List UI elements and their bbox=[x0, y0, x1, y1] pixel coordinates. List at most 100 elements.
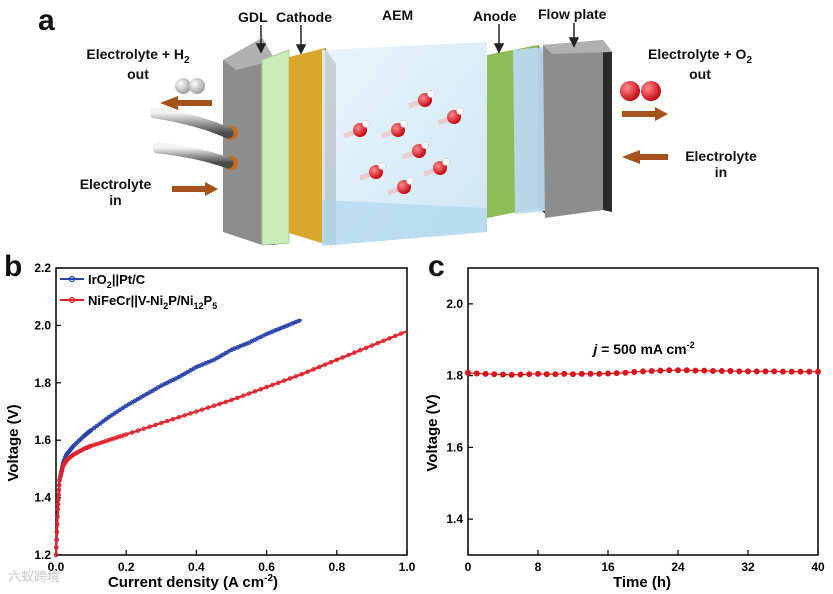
chart-b-point bbox=[94, 423, 100, 429]
chart-b-point bbox=[387, 336, 392, 341]
chart-c-point bbox=[666, 367, 673, 374]
aem-membrane bbox=[322, 42, 487, 246]
chart-c-point bbox=[648, 367, 655, 374]
chart-c-annotation: j = 500 mA cm-2 bbox=[591, 340, 694, 357]
left-in-label: Electrolyte in bbox=[79, 176, 152, 208]
chart-b-point bbox=[311, 367, 316, 372]
chart-c-point bbox=[622, 369, 629, 376]
chart-b-point bbox=[55, 506, 61, 512]
chart-b-point bbox=[270, 382, 275, 388]
chart-b-point bbox=[235, 395, 240, 401]
chart-b-point bbox=[317, 364, 322, 370]
chart-b-point bbox=[54, 537, 59, 542]
chart-b-point bbox=[393, 333, 398, 339]
chart-b-point bbox=[164, 418, 170, 424]
chart-b-ylabel: Voltage (V) bbox=[5, 404, 22, 481]
chart-b-point bbox=[57, 475, 63, 481]
chart-c-ytick-label: 1.6 bbox=[446, 440, 463, 454]
chart-b-xtick-label: 0.2 bbox=[118, 560, 135, 574]
chart-c-point bbox=[535, 370, 541, 377]
panel-c-letter: c bbox=[428, 250, 445, 283]
chart-b-point bbox=[56, 487, 62, 493]
chart-c-point bbox=[675, 367, 681, 374]
chart-c-series bbox=[465, 367, 821, 378]
chart-b-point bbox=[176, 414, 182, 420]
right-out-arrow bbox=[622, 107, 668, 121]
watermark: 六蚁跨境 bbox=[8, 569, 61, 584]
chart-c-point bbox=[561, 370, 568, 377]
chart-b-point bbox=[153, 422, 158, 428]
chart-b-xlabel: Current density (A cm-2) bbox=[108, 573, 278, 591]
chart-b-point bbox=[246, 391, 252, 396]
chart-b-point bbox=[229, 397, 234, 403]
chart-c-point bbox=[797, 368, 804, 375]
aem-label: AEM bbox=[382, 7, 414, 23]
polarization-chart: 0.0 0.2 0.4 0.6 0.8 1.0 1.2 1.4 1.6 1.8 2.0 2.2 IrO… bbox=[5, 261, 416, 591]
chart-b-point bbox=[276, 380, 281, 386]
chart-c-point bbox=[517, 371, 524, 378]
chart-c-xtick-label: 32 bbox=[741, 560, 755, 574]
chart-b-point bbox=[223, 399, 228, 405]
chart-b-point bbox=[369, 343, 375, 348]
right-in-arrow bbox=[622, 150, 668, 164]
chart-b-point bbox=[129, 430, 135, 435]
right-end-plate-top bbox=[543, 40, 612, 54]
chart-b-point bbox=[352, 350, 357, 355]
chart-b-point bbox=[293, 374, 299, 379]
chart-c-point bbox=[640, 368, 646, 375]
chart-b-point bbox=[217, 401, 223, 407]
chart-b-point bbox=[100, 419, 106, 424]
hydroxide-ions bbox=[343, 90, 464, 196]
chart-c-point bbox=[613, 370, 620, 377]
right-end-plate-face bbox=[543, 40, 603, 218]
chart-c-ytick-label: 1.4 bbox=[446, 512, 463, 526]
chart-c-axes: 0 8 16 24 32 40 1.4 1.6 1.8 2.0 bbox=[446, 267, 825, 574]
chart-b-point bbox=[135, 428, 141, 433]
stability-chart: 0 8 16 24 32 40 1.4 1.6 1.8 2.0 j = 500 mA cm-2 T… bbox=[424, 267, 825, 591]
chart-c-point bbox=[552, 371, 559, 378]
chart-c-point bbox=[491, 371, 498, 378]
chart-c-point bbox=[631, 369, 638, 376]
chart-c-point bbox=[500, 371, 506, 378]
chart-b-point bbox=[346, 352, 351, 358]
chart-b-ytick-label: 1.6 bbox=[34, 433, 51, 447]
chart-b-point bbox=[54, 522, 60, 527]
chart-b-legend-label: IrO2||Pt/C bbox=[88, 272, 146, 290]
chart-b-point bbox=[240, 393, 246, 398]
chart-c-point bbox=[806, 368, 813, 375]
chart-b-point bbox=[258, 387, 264, 392]
chart-b-point bbox=[141, 426, 146, 431]
chart-c-point bbox=[473, 370, 480, 377]
cathode-label: Cathode bbox=[276, 9, 332, 25]
flow-plate-label: Flow plate bbox=[538, 6, 607, 22]
chart-c-xtick-label: 24 bbox=[671, 560, 685, 574]
chart-b-frame bbox=[55, 267, 408, 556]
chart-b-point bbox=[287, 376, 293, 381]
chart-b-point bbox=[170, 416, 176, 422]
chart-c-point bbox=[596, 370, 603, 377]
chart-c-point bbox=[701, 367, 708, 374]
chart-b-point bbox=[56, 497, 61, 502]
chart-c-ytick-label: 1.8 bbox=[446, 369, 463, 383]
chart-b-point bbox=[159, 420, 164, 426]
chart-b-point bbox=[211, 403, 217, 409]
chart-c-point bbox=[578, 370, 585, 377]
chart-b-point bbox=[381, 338, 386, 343]
chart-b-axes: 0.0 0.2 0.4 0.6 0.8 1.0 1.2 1.4 1.6 1.8 2.0 2.2 bbox=[34, 261, 415, 574]
chart-b-point bbox=[264, 384, 269, 390]
chart-b-point bbox=[54, 545, 59, 550]
chart-b-ytick-label: 2.0 bbox=[34, 318, 51, 332]
o2-atom-1 bbox=[620, 81, 640, 101]
chart-b-point bbox=[55, 514, 60, 519]
chart-c-point bbox=[692, 367, 699, 374]
chart-c-point bbox=[482, 370, 489, 377]
chart-c-xlabel: Time (h) bbox=[613, 574, 671, 591]
chart-c-point bbox=[771, 368, 778, 375]
aem-water-wave bbox=[322, 200, 487, 246]
chart-b-point bbox=[334, 357, 340, 363]
chart-c-point bbox=[788, 368, 795, 375]
chart-b-point bbox=[123, 432, 129, 437]
chart-b-point bbox=[328, 359, 334, 365]
chart-b-point bbox=[199, 407, 205, 412]
chart-b-point bbox=[340, 355, 345, 360]
